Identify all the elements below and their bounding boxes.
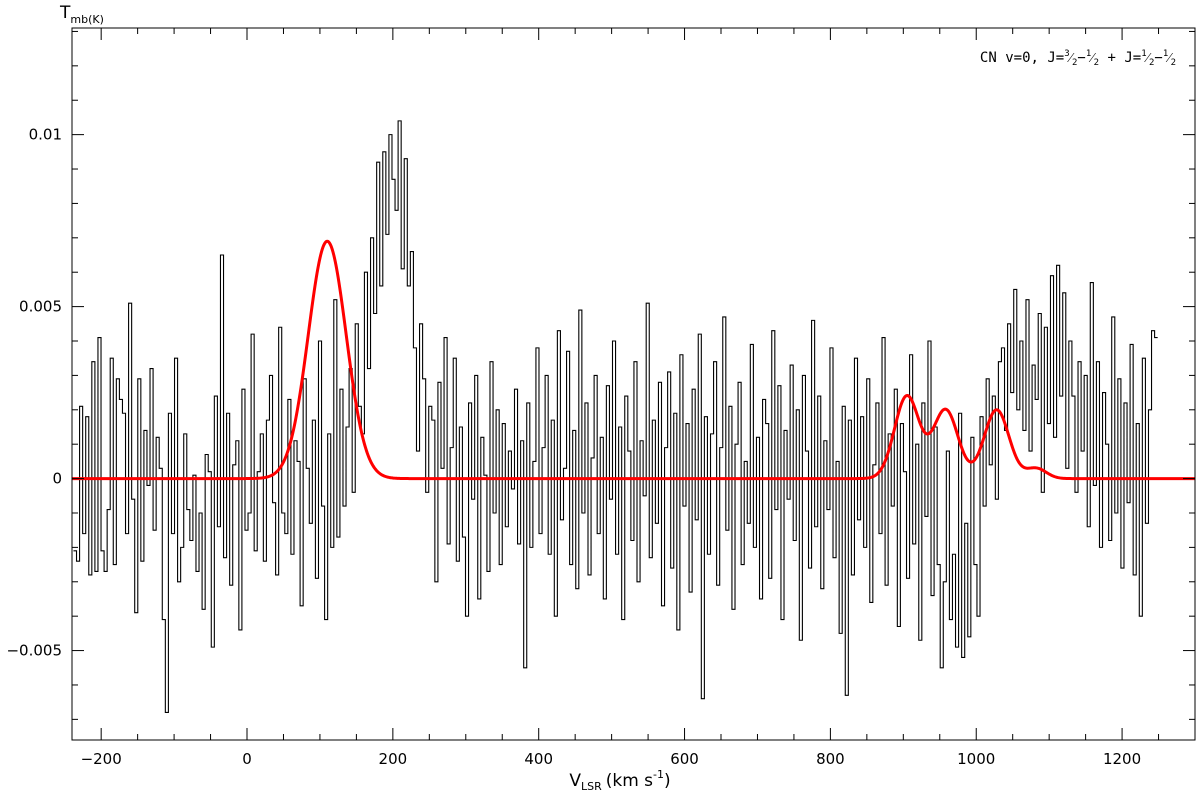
annotation-label: CN v=0, J=3⁄2−1⁄2 + J=1⁄2−1⁄2 [980, 49, 1176, 68]
observed-spectrum-line [73, 120, 1158, 714]
y-tick-label: 0.005 [19, 298, 62, 316]
x-axis-title: VLSR (km s-1) [569, 768, 670, 793]
model-fit-line [72, 239, 1195, 481]
x-tick-label: 0 [242, 750, 252, 768]
x-tick-label: −200 [81, 750, 122, 768]
x-tick-label: 1200 [1103, 750, 1141, 768]
plot-frame [71, 27, 1196, 741]
x-tick-label: 200 [379, 750, 408, 768]
axis-ticks: −200 0 200 400 600 800 1000 1200 −0.005 0 0.005 0.0… [6, 28, 1196, 768]
x-tick-label: 600 [670, 750, 699, 768]
x-tick-label: 800 [816, 750, 845, 768]
x-tick-label: 1000 [957, 750, 995, 768]
x-tick-label: 400 [524, 750, 553, 768]
y-tick-label: 0.01 [29, 126, 62, 144]
y-tick-label: −0.005 [6, 642, 62, 660]
plot-area [72, 120, 1195, 714]
y-axis-title: Tmb(K) [59, 3, 104, 26]
y-tick-label: 0 [52, 470, 62, 488]
